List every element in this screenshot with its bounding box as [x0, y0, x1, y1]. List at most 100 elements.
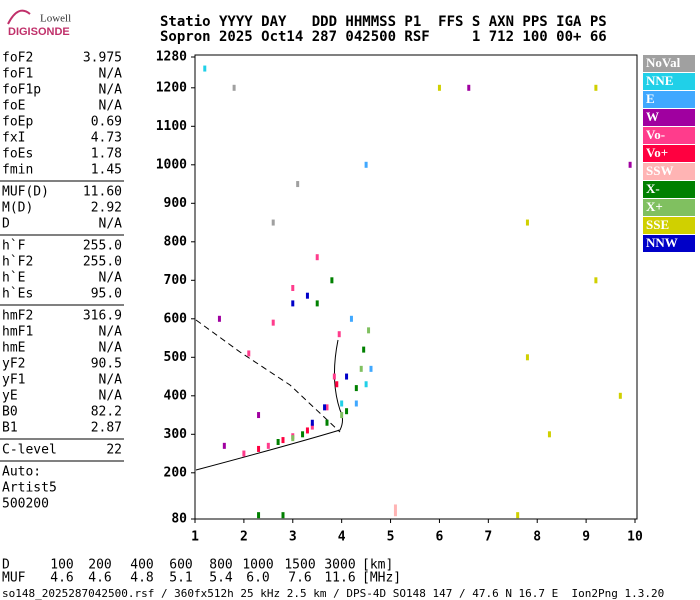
legend-swatch	[643, 235, 695, 252]
footer: so148_2025287042500.rsf / 360fx512h 25 k…	[2, 587, 664, 600]
param-label: foF1	[2, 67, 33, 82]
echo	[354, 385, 358, 392]
echo	[301, 431, 305, 438]
muf-unit: [MHz]	[362, 571, 401, 586]
legend-label: NNE	[646, 73, 673, 88]
param-label: C-level	[2, 443, 57, 458]
note: 500200	[2, 497, 49, 512]
echo	[330, 277, 334, 284]
param-label: foE	[2, 99, 25, 114]
legend-swatch	[643, 199, 695, 216]
muf-value: 6.0	[246, 571, 269, 586]
x-tick-label: 10	[627, 530, 643, 545]
echo	[315, 254, 319, 261]
echo	[296, 181, 300, 188]
x-tick-label: 2	[240, 530, 248, 545]
param-label: B1	[2, 421, 18, 436]
param-label: h`Es	[2, 287, 33, 302]
echo	[291, 435, 295, 442]
param-value: N/A	[99, 217, 123, 232]
param-value: 1.78	[91, 147, 122, 162]
d-value: 1000	[242, 558, 273, 573]
echo	[276, 439, 280, 445]
param-value: 255.0	[83, 255, 122, 270]
muf-value: 5.4	[209, 571, 233, 586]
legend-label: NoVal	[646, 55, 681, 70]
header-line1: Statio YYYY DAY DDD HHMMSS P1 FFS S AXN …	[160, 14, 607, 30]
param-value: 22	[106, 443, 122, 458]
param-value: 2.92	[91, 201, 122, 216]
param-label: D	[2, 217, 10, 232]
param-label: h`E	[2, 271, 25, 286]
logo-arc	[7, 9, 31, 25]
logo-line2: DIGISONDE	[8, 26, 70, 38]
legend-label: SSE	[646, 217, 669, 232]
echo	[257, 445, 261, 452]
model-curve-solid	[195, 339, 343, 471]
legend-label: Vo+	[646, 145, 668, 160]
muf-value: 4.8	[130, 571, 153, 586]
model-curve-dashed	[195, 319, 341, 433]
muf-value: 7.6	[288, 571, 311, 586]
echo	[393, 504, 397, 511]
echo	[325, 404, 329, 411]
echo	[437, 84, 441, 91]
echo	[340, 400, 344, 407]
echo	[257, 412, 261, 419]
legend-label: NNW	[646, 235, 678, 250]
x-tick-label: 8	[533, 530, 541, 545]
legend-swatch	[643, 181, 695, 198]
d-value: 100	[50, 558, 73, 573]
echo	[369, 365, 373, 372]
param-value: 3.975	[83, 51, 122, 66]
y-tick-label: 1000	[156, 157, 187, 172]
param-value: 255.0	[83, 239, 122, 254]
echo	[618, 392, 622, 399]
echo	[305, 427, 309, 434]
param-label: foF1p	[2, 83, 41, 98]
echo	[271, 219, 275, 226]
param-value: N/A	[99, 373, 123, 388]
legend-swatch	[643, 73, 695, 90]
echo	[393, 510, 397, 517]
legend-label: X-	[646, 181, 660, 196]
echo	[367, 327, 371, 334]
muf-value: 11.6	[324, 571, 355, 586]
y-tick-label: 400	[164, 388, 188, 403]
logo-line1: Lowell	[40, 13, 71, 25]
param-label: h`F2	[2, 255, 33, 270]
y-tick-label: 80	[171, 512, 187, 527]
echo	[281, 437, 285, 444]
echo	[281, 512, 285, 519]
param-label: hmF2	[2, 309, 33, 324]
param-label: yE	[2, 389, 18, 404]
muf-label: MUF	[2, 571, 26, 586]
plot-frame	[194, 54, 638, 520]
echo	[628, 161, 632, 168]
param-value: N/A	[99, 99, 123, 114]
d-unit: [km]	[362, 558, 393, 573]
echo	[594, 84, 598, 91]
echo	[516, 512, 520, 519]
echo	[232, 84, 236, 91]
param-value: 0.69	[91, 115, 122, 130]
y-tick-label: 600	[164, 311, 188, 326]
param-label: yF2	[2, 357, 25, 372]
legend-swatch	[643, 109, 695, 126]
echo	[291, 300, 295, 307]
echo	[364, 381, 368, 388]
param-value: N/A	[99, 67, 123, 82]
param-value: N/A	[99, 83, 123, 98]
echo	[337, 331, 341, 338]
param-label: foF2	[2, 51, 33, 66]
echo	[547, 431, 551, 438]
y-tick-label: 800	[164, 234, 188, 249]
y-tick-label: 1280	[156, 50, 187, 65]
legend-swatch	[643, 55, 695, 72]
echo	[467, 84, 471, 91]
y-tick-label: 1100	[156, 119, 187, 134]
param-value: 1.45	[91, 163, 122, 178]
param-value: 11.60	[83, 185, 122, 200]
muf-value: 4.6	[50, 571, 73, 586]
echo	[310, 419, 314, 426]
